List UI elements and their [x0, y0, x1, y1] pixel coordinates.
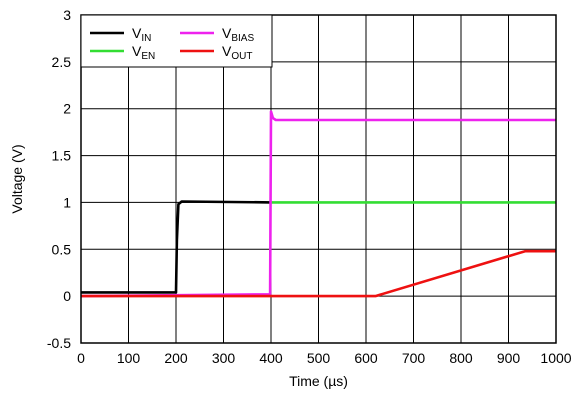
y-tick-label: 0.5	[52, 241, 72, 257]
series-layer	[80, 110, 556, 298]
legend-label-subscript: BIAS	[231, 33, 254, 44]
x-tick-label: 400	[259, 350, 283, 366]
x-tick-label: 200	[164, 350, 188, 366]
y-tick-label: 0	[63, 288, 71, 304]
legend-label-out: VOUT	[222, 43, 252, 62]
series-line-out	[81, 249, 556, 298]
legend-label-subscript: EN	[141, 51, 155, 62]
y-axis: -0.5 0 0.5 1 1.5 2 2.5 3	[47, 7, 71, 351]
legend-label-bias: VBIAS	[222, 25, 254, 44]
x-axis-label: Time (µs)	[289, 373, 348, 389]
y-axis-label: Voltage (V)	[9, 144, 25, 213]
x-tick-label: 700	[402, 350, 426, 366]
legend-label-in: VIN	[132, 25, 151, 44]
y-tick-label: 1	[63, 194, 71, 210]
x-tick-label: 500	[307, 350, 331, 366]
legend-label-main: V	[132, 25, 142, 41]
x-tick-label: 900	[497, 350, 521, 366]
x-axis: 0 100 200 300 400 500 600 700 800 900 1000	[77, 350, 572, 366]
x-tick-label: 600	[354, 350, 378, 366]
legend-box	[80, 14, 273, 68]
legend-label-main: V	[132, 43, 142, 59]
y-tick-label: -0.5	[47, 335, 71, 351]
legend-label-en: VEN	[132, 43, 155, 62]
legend-label-main: V	[222, 43, 232, 59]
series-line-in	[81, 200, 272, 294]
plot-area	[80, 14, 557, 344]
x-tick-label: 300	[212, 350, 236, 366]
legend-label-subscript: IN	[141, 33, 151, 44]
y-tick-label: 2.5	[52, 54, 72, 70]
y-tick-label: 2	[63, 101, 71, 117]
x-tick-label: 100	[117, 350, 141, 366]
legend-label-subscript: OUT	[231, 51, 252, 62]
y-tick-label: 3	[63, 7, 71, 23]
y-tick-label: 1.5	[52, 148, 72, 164]
legend-label-main: V	[222, 25, 232, 41]
x-tick-label: 800	[449, 350, 473, 366]
x-tick-label: 0	[77, 350, 85, 366]
series-line-bias	[80, 110, 556, 298]
x-tick-label: 1000	[540, 350, 571, 366]
